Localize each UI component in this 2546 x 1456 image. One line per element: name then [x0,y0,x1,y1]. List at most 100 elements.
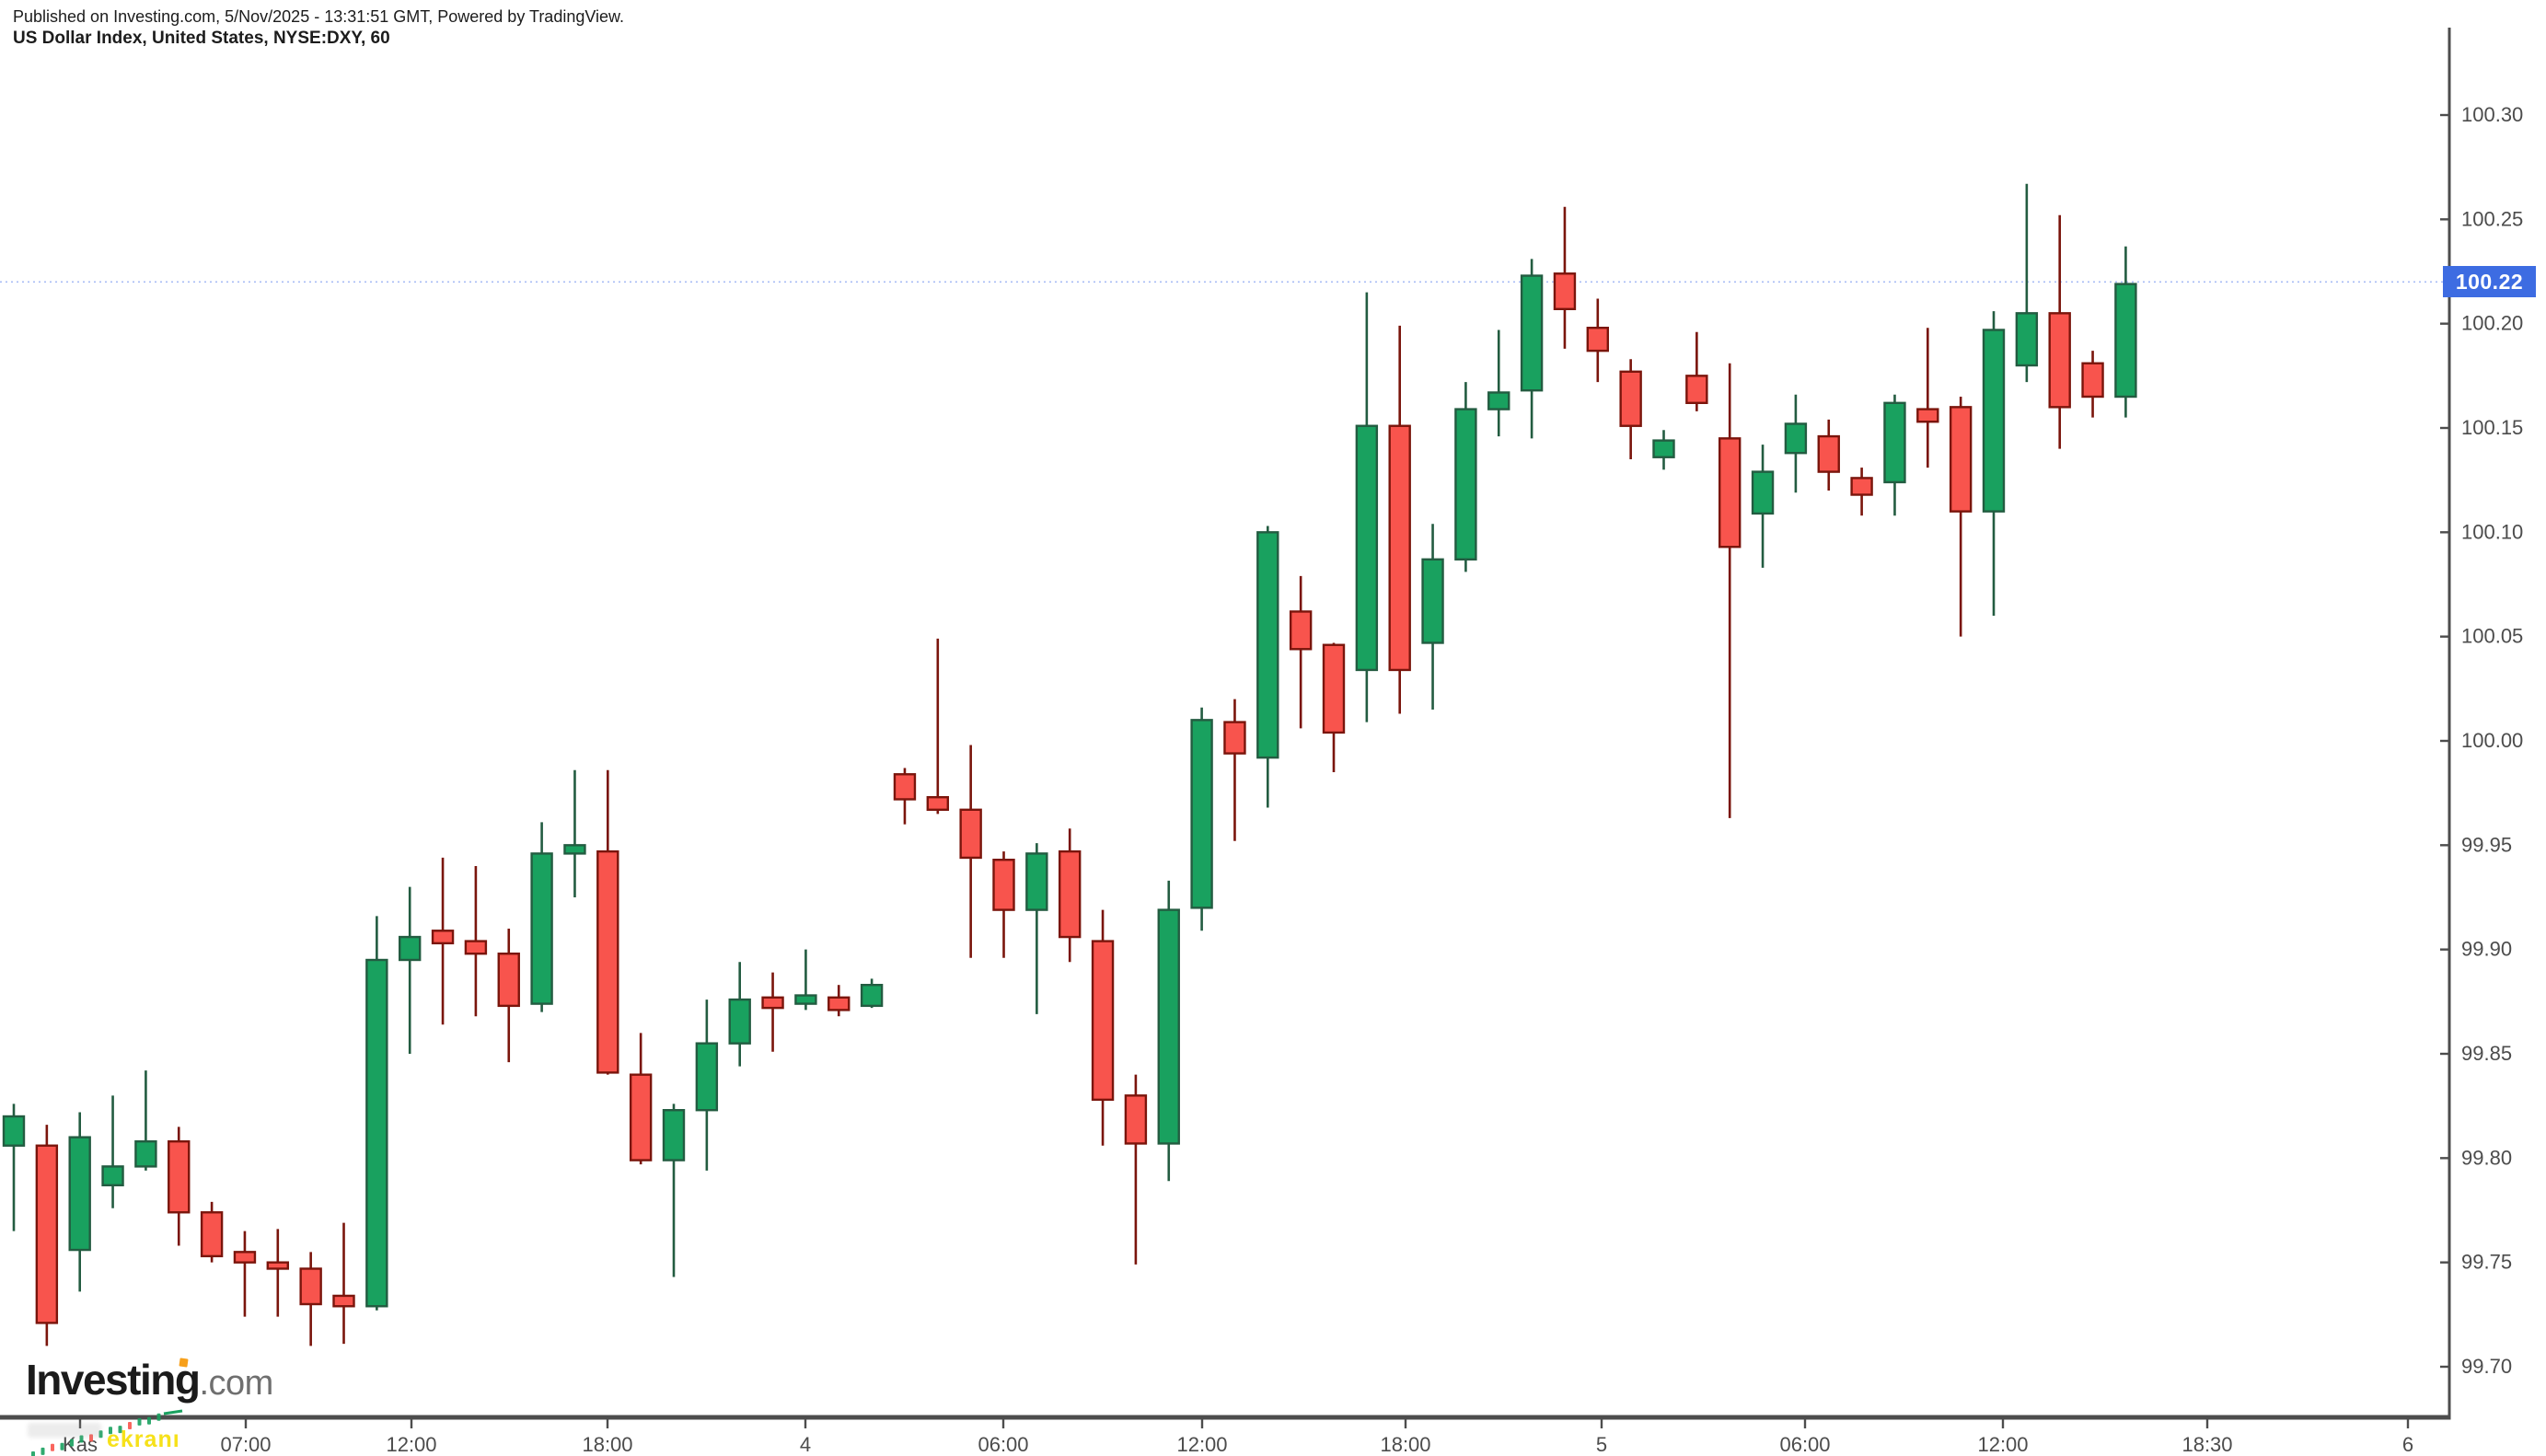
time-tick-label[interactable]: 12:00 [1176,1433,1227,1456]
price-tick-label[interactable]: 100.15 [2461,416,2523,439]
candle-body [464,940,488,955]
candle-up [1421,524,1444,710]
candle-body [1157,908,1180,1145]
candle-down [1850,468,1873,516]
price-tick-label[interactable]: 99.85 [2461,1042,2512,1065]
price-tick-label[interactable]: 99.95 [2461,833,2512,856]
candle-body [992,859,1015,911]
price-tick-label[interactable]: 99.80 [2461,1146,2512,1169]
candle-body [1124,1094,1148,1145]
candle-body [1718,437,1742,549]
candle-body [860,983,884,1008]
candle-up [1454,382,1477,572]
time-tick-label[interactable]: 18:30 [2181,1433,2232,1456]
candle-up [1487,329,1510,437]
price-tick-label[interactable]: 99.75 [2461,1251,2512,1274]
candle-up [2114,246,2137,418]
price-tick-label[interactable]: 100.20 [2461,312,2523,335]
candle-up [1256,526,1279,808]
candles-layer [2,183,2137,1346]
candle-down [1949,397,1973,637]
mini-candle-icon [41,1447,45,1455]
candle-body [1289,610,1313,651]
candle-down [629,1033,653,1165]
mini-candle-icon [98,1430,103,1439]
candle-body [1322,643,1346,734]
candle-body [168,1139,191,1214]
candle-up [860,978,884,1009]
candle-down [464,866,488,1017]
price-tick-label[interactable]: 100.05 [2461,625,2523,648]
candle-down [1322,642,1346,772]
candle-body [1223,721,1246,755]
candle-down [1388,325,1411,714]
candle-down [893,768,917,825]
candle-down [1223,699,1246,841]
price-tick-label[interactable]: 100.30 [2461,103,2523,126]
time-tick-label[interactable]: 12:00 [1977,1433,2028,1456]
time-tick-label[interactable]: 07:00 [220,1433,271,1456]
candle-body [1553,272,1577,310]
mini-candle-icon [156,1413,161,1421]
candle-down [1289,575,1313,729]
candle-up [1355,292,1379,722]
candle-up [101,1095,124,1208]
candle-up [1190,707,1213,931]
candle-down [1817,419,1840,491]
time-axis[interactable]: Kas 07:00 12:00 18:00 4 06:00 12:00 18:00 5 06:00… [63,1417,2413,1456]
price-tick-label[interactable]: 99.70 [2461,1355,2512,1378]
candle-body [1850,477,1873,496]
candle-body [1652,439,1675,458]
faint-watermark-blob [28,1423,101,1438]
candle-down [497,929,520,1063]
candle-down [761,972,784,1052]
candle-up [563,769,586,897]
candle-body [399,935,422,962]
time-tick-label[interactable]: 18:00 [582,1433,632,1456]
mini-candle-icon [70,1439,74,1447]
candle-body [1916,408,1939,423]
investing-logo: Investing.com [26,1355,273,1404]
candle-body [233,1251,257,1264]
candle-up [662,1104,686,1277]
candle-body [1355,424,1379,672]
candle-up [2015,183,2039,383]
candle-down [1091,909,1115,1146]
candle-body [1982,329,2006,513]
candle-body [2015,312,2039,367]
price-tick-label[interactable]: 100.25 [2461,207,2523,230]
candle-up [134,1070,157,1171]
candle-body [1586,327,1610,352]
candle-body [563,844,586,855]
candle-down [266,1229,289,1317]
candle-body [1520,274,1544,392]
candle-body [794,994,817,1005]
price-tick-label[interactable]: 99.90 [2461,938,2512,961]
time-tick-label[interactable]: 06:00 [978,1433,1028,1456]
candle-body [695,1042,719,1112]
candle-down [431,857,455,1025]
candle-down [1124,1074,1148,1265]
price-axis[interactable]: 100.30 100.25 100.20 100.15 100.10 100.05 100.… [2440,103,2523,1378]
mini-candle-icon [163,1409,183,1416]
candle-body [728,998,751,1045]
candle-up [794,949,817,1011]
candle-body [1025,852,1048,911]
candle-down [332,1222,355,1345]
candle-down [1916,328,1939,468]
candle-body [1751,470,1775,515]
time-tick-label[interactable]: 5 [1596,1433,1607,1456]
time-tick-label[interactable]: 18:00 [1380,1433,1430,1456]
time-tick-label[interactable]: 6 [2402,1433,2413,1456]
candle-down [992,851,1015,958]
time-tick-label[interactable]: 06:00 [1779,1433,1830,1456]
price-tick-label[interactable]: 100.10 [2461,520,2523,543]
candle-up [1784,394,1808,493]
time-tick-label[interactable]: 12:00 [386,1433,436,1456]
candle-body [893,773,917,801]
time-tick-label[interactable]: 4 [800,1433,811,1456]
price-tick-label[interactable]: 100.00 [2461,729,2523,752]
candle-body [101,1165,124,1187]
mini-candle-trail-icon [31,1409,183,1456]
